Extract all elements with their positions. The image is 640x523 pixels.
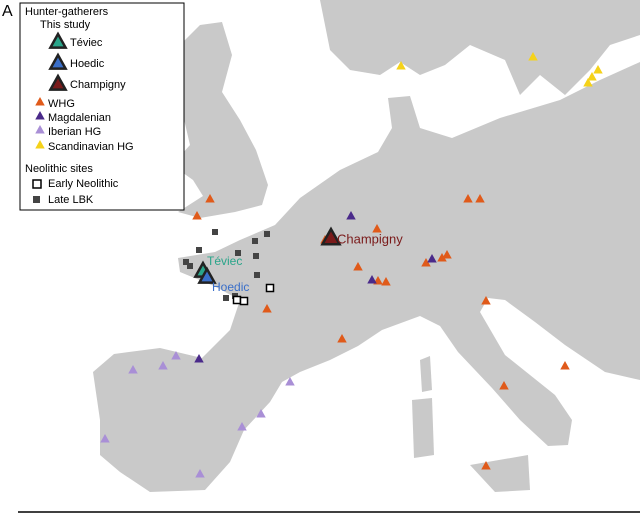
legend-title: Neolithic sites — [25, 163, 93, 175]
corsica — [420, 356, 432, 392]
triangle-marker — [475, 194, 485, 203]
triangle-marker — [481, 461, 491, 470]
triangle-marker — [35, 111, 45, 120]
legend-item: Iberian HG — [48, 126, 101, 138]
late-lbk-marker — [223, 295, 229, 301]
triangle-marker — [35, 97, 45, 106]
triangle-marker — [583, 78, 593, 87]
triangle-marker — [499, 381, 509, 390]
legend-subtitle: This study — [40, 19, 91, 31]
triangle-marker — [463, 194, 473, 203]
legend: Hunter-gatherers This study Téviec Hoedi… — [19, 2, 185, 211]
late-lbk-marker — [212, 229, 218, 235]
late-lbk-marker — [253, 253, 259, 259]
triangle-marker — [372, 224, 382, 233]
triangle-marker — [337, 334, 347, 343]
legend-item: Hoedic — [70, 58, 105, 70]
early-neolithic-marker — [239, 296, 249, 306]
triangle-marker — [481, 296, 491, 305]
triangle-marker — [237, 422, 247, 431]
triangle-marker — [48, 31, 68, 49]
triangle-marker — [48, 52, 68, 70]
triangle-marker — [437, 253, 447, 262]
triangle-marker — [35, 125, 45, 134]
triangle-marker — [100, 434, 110, 443]
triangle-marker — [197, 266, 217, 284]
site-label: Téviec — [207, 254, 242, 268]
triangle-marker — [262, 304, 272, 313]
late-lbk-marker — [264, 231, 270, 237]
legend-box — [19, 2, 185, 211]
site-label: Champigny — [337, 231, 403, 246]
scandinavia — [320, 0, 640, 95]
legend-symbol — [32, 179, 42, 189]
legend-title: Hunter-gatherers — [25, 6, 109, 18]
triangle-marker — [593, 65, 603, 74]
late-lbk-marker — [235, 250, 241, 256]
triangle-marker — [194, 354, 204, 363]
triangle-marker — [35, 140, 45, 149]
triangle-marker — [256, 409, 266, 418]
early-neolithic-marker — [232, 295, 242, 305]
late-lbk-marker — [252, 238, 258, 244]
triangle-marker — [158, 361, 168, 370]
legend-item: Champigny — [70, 79, 126, 91]
triangle-marker — [192, 211, 202, 220]
legend-item: Scandinavian HG — [48, 141, 134, 153]
legend-symbol — [33, 196, 40, 203]
legend-item: Early Neolithic — [48, 178, 119, 190]
late-lbk-marker — [196, 247, 202, 253]
triangle-marker — [396, 61, 406, 70]
triangle-marker — [367, 275, 377, 284]
triangle-marker — [421, 258, 431, 267]
great-britain — [168, 22, 268, 218]
triangle-marker — [48, 73, 68, 91]
late-lbk-marker — [187, 263, 193, 269]
site-markers — [100, 52, 603, 478]
legend-item: Magdalenian — [48, 112, 111, 124]
triangle-marker — [381, 277, 391, 286]
triangle-marker — [442, 250, 452, 259]
triangle-marker — [346, 211, 356, 220]
triangle-marker — [195, 469, 205, 478]
triangle-marker — [128, 365, 138, 374]
late-lbk-marker — [254, 272, 260, 278]
sardinia — [412, 398, 434, 458]
triangle-marker — [353, 262, 363, 271]
triangle-marker — [205, 194, 215, 203]
triangle-marker — [560, 361, 570, 370]
triangle-marker — [587, 72, 597, 81]
late-lbk-marker — [183, 259, 189, 265]
early-neolithic-marker — [265, 283, 275, 293]
legend-item: Téviec — [70, 37, 103, 49]
triangle-marker — [285, 377, 295, 386]
legend-item: Late LBK — [48, 194, 94, 206]
triangle-marker — [528, 52, 538, 61]
triangle-marker — [320, 226, 342, 246]
triangle-marker — [171, 351, 181, 360]
triangle-marker — [427, 254, 437, 263]
legend-item: WHG — [48, 98, 75, 110]
panel-label: A — [2, 3, 13, 20]
site-label: Hoedic — [212, 280, 249, 294]
